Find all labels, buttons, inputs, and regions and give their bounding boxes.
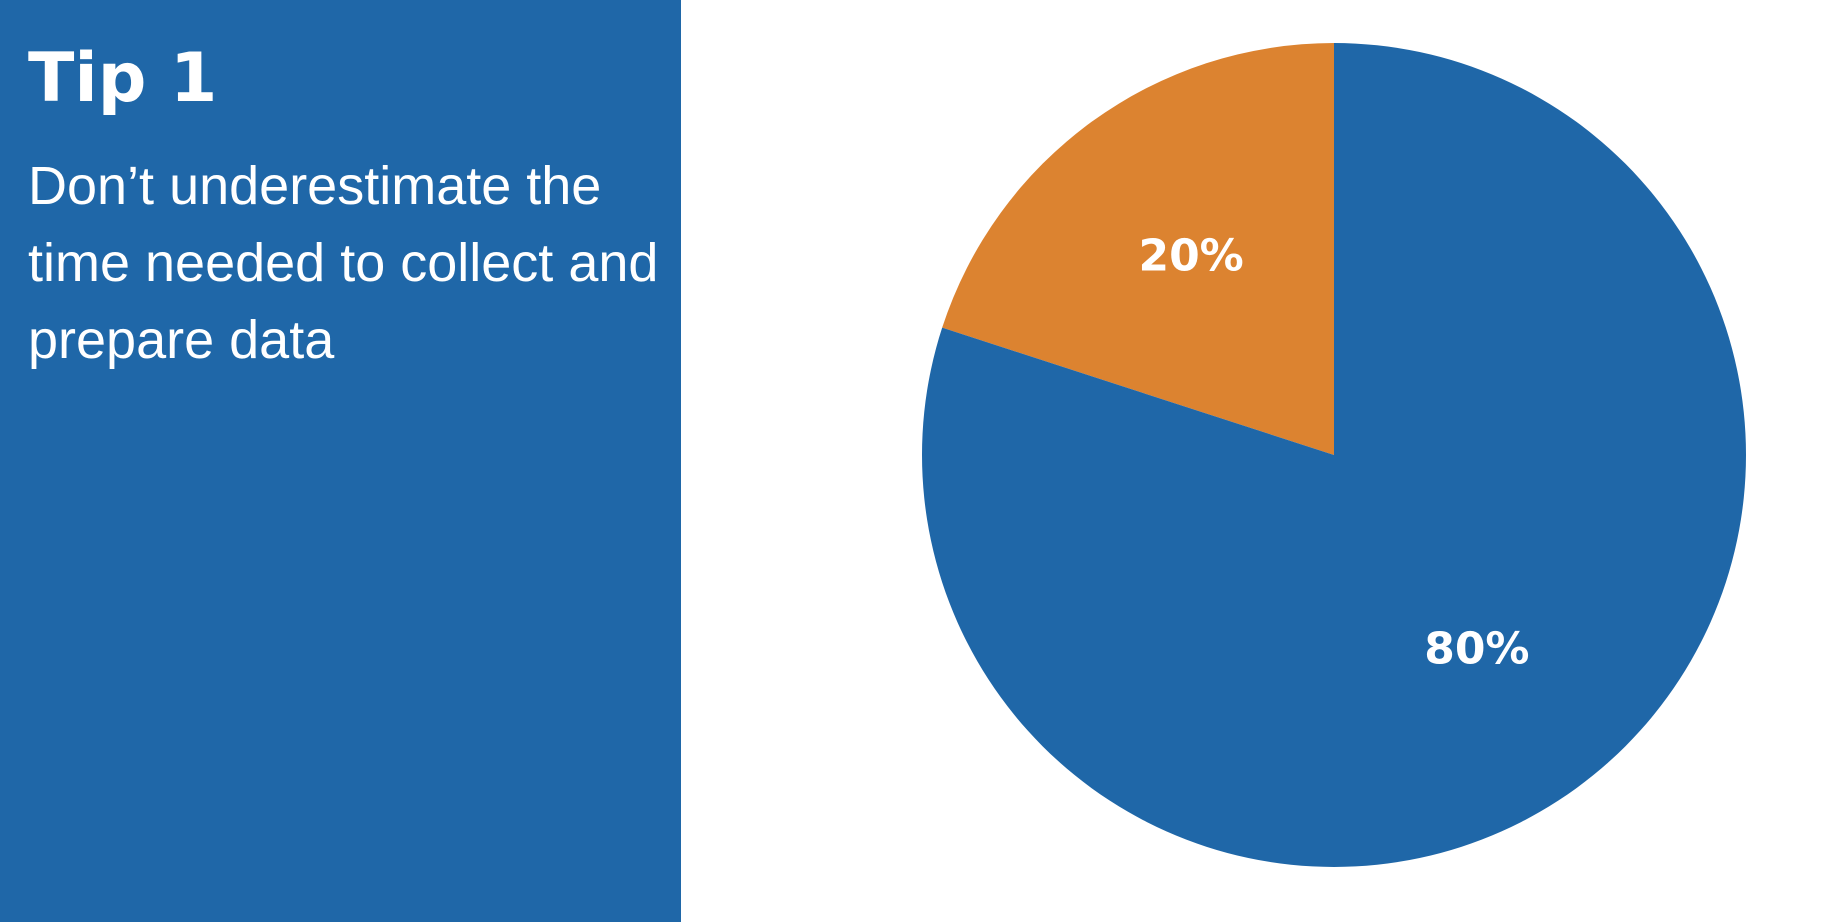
pie-slice-20	[942, 43, 1334, 455]
tip-panel: Tip 1 Don’t underestimate the time neede…	[0, 0, 681, 922]
pie-label-20: 20%	[1138, 230, 1243, 281]
tip-body-text: Don’t underestimate the time needed to c…	[28, 156, 659, 370]
pie-label-80: 80%	[1424, 624, 1529, 675]
pie-labels: 20% 80%	[1138, 230, 1529, 674]
pie-slice-80	[922, 43, 1746, 867]
pie-slices	[922, 43, 1746, 867]
tip-title: Tip 1	[28, 39, 218, 118]
